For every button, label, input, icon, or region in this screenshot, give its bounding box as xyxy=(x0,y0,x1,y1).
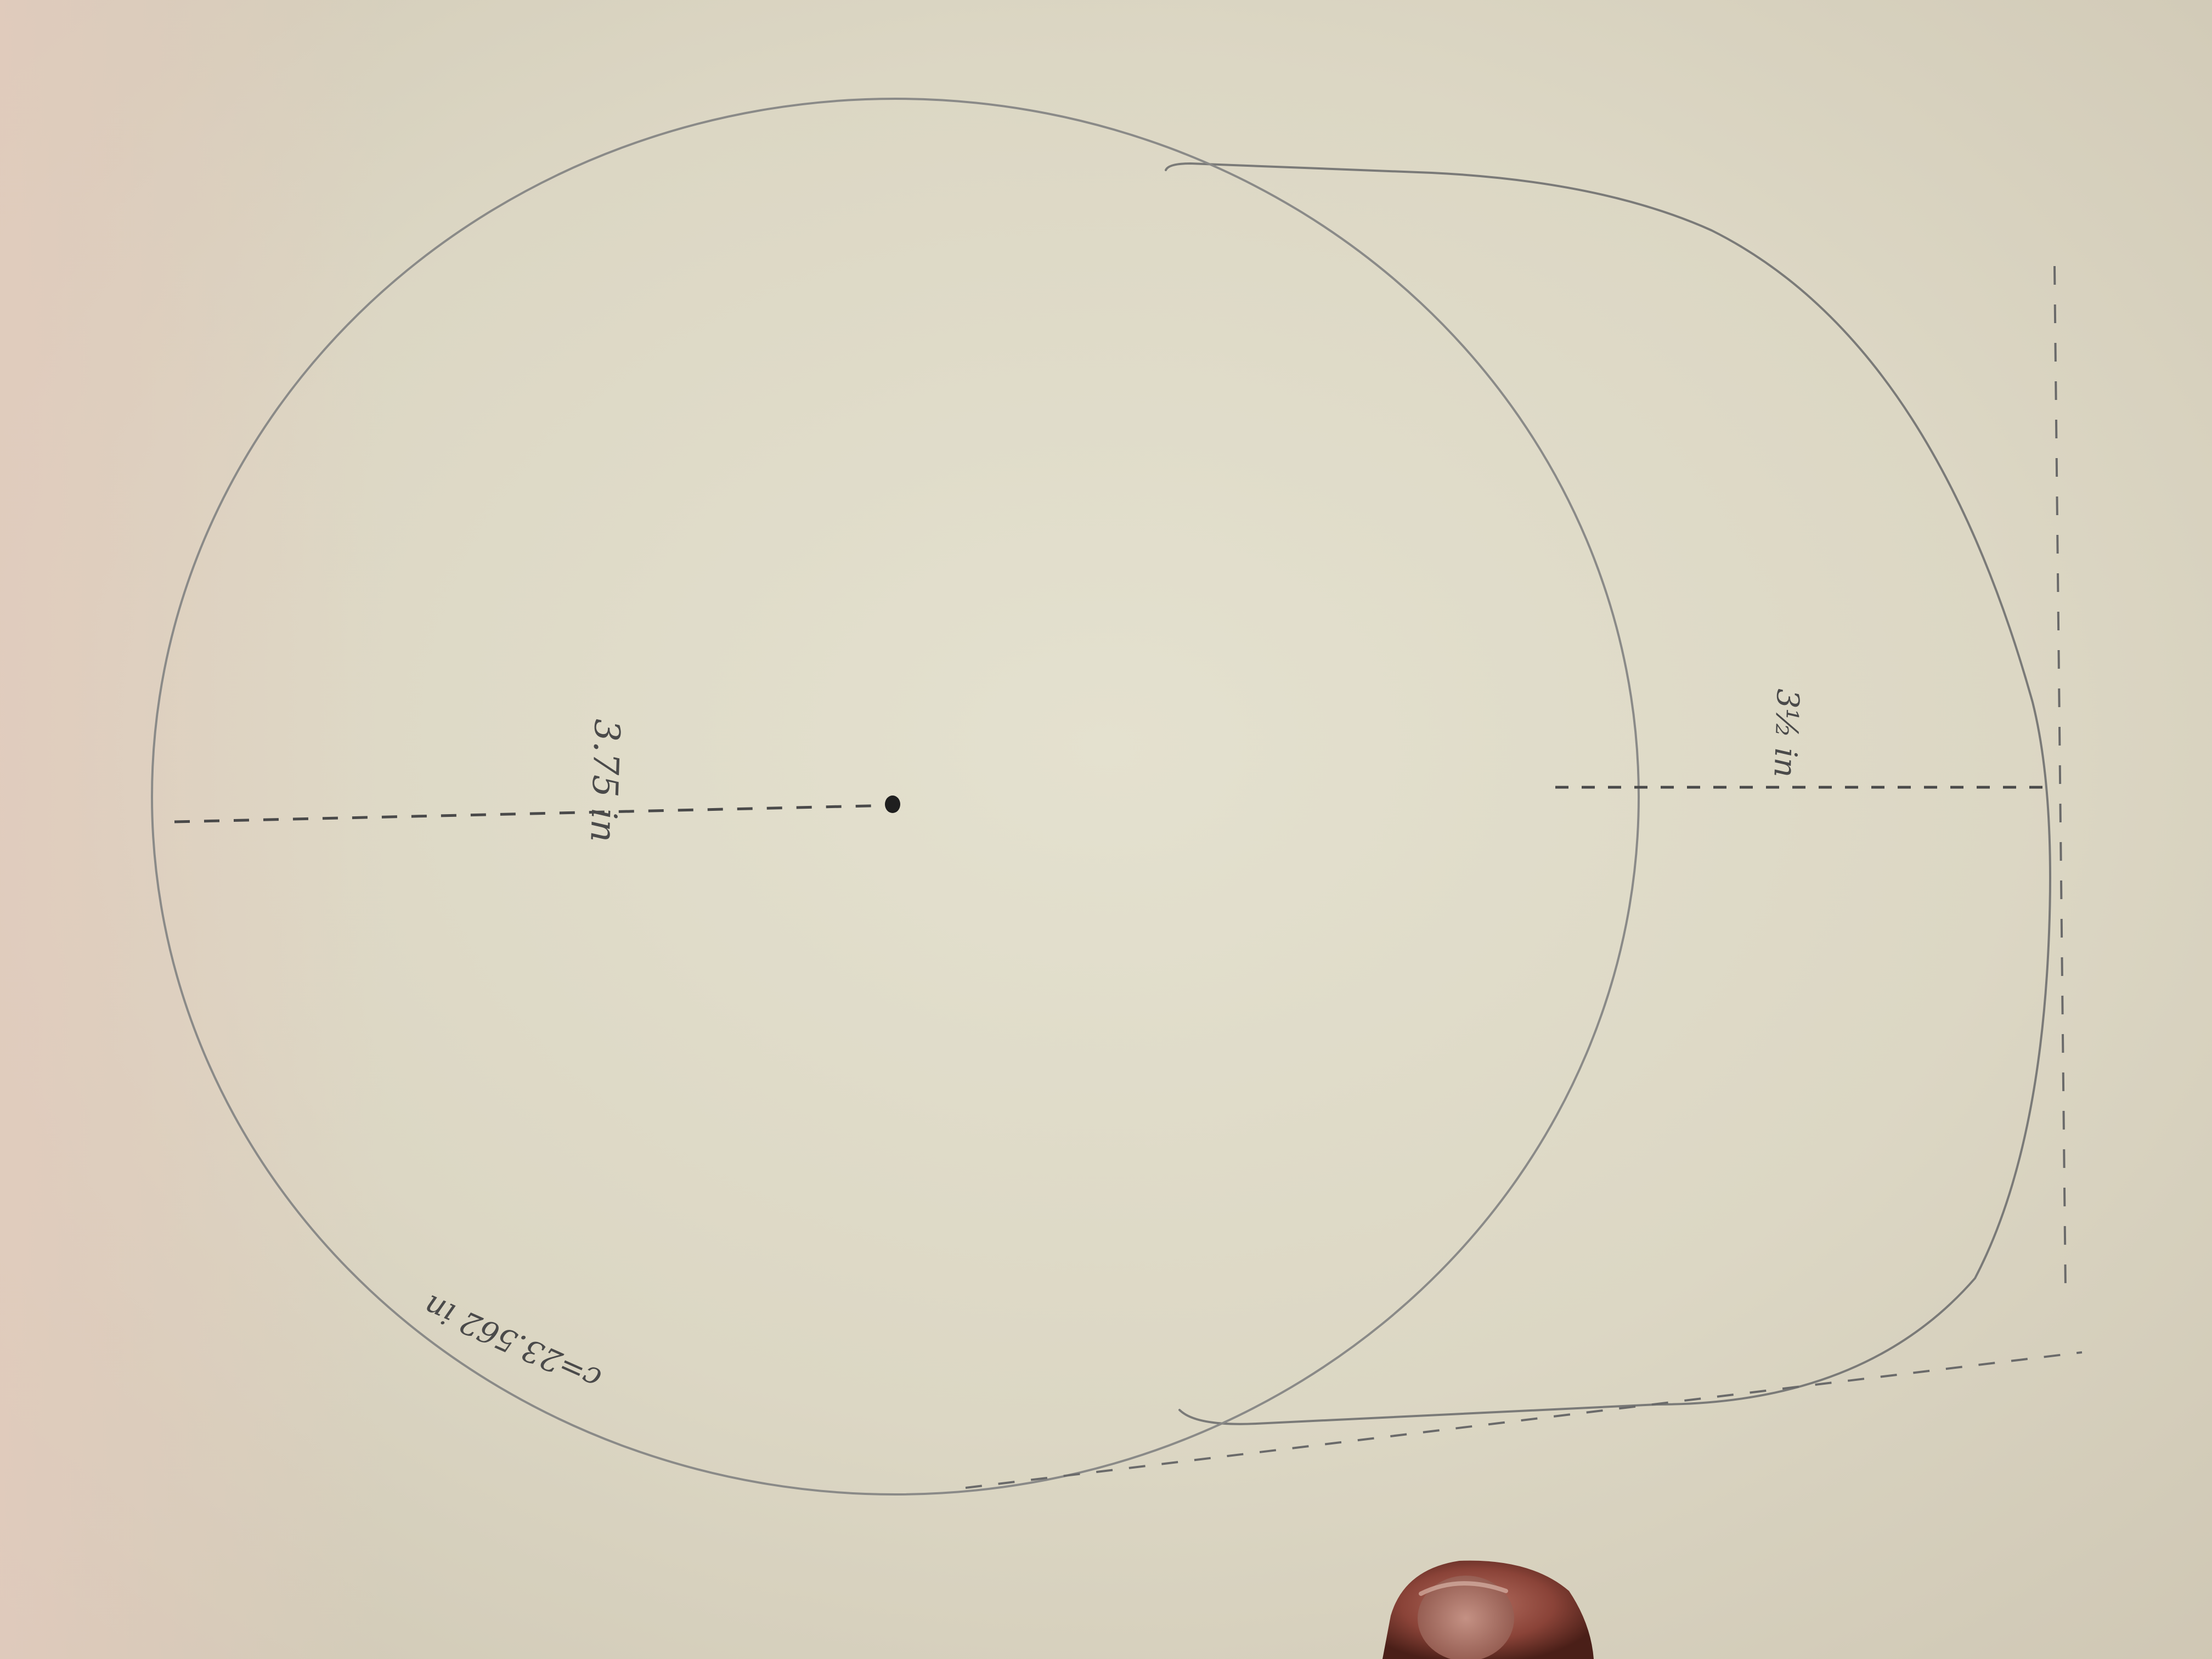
brim-depth-label: 3½ in xyxy=(1767,689,1805,778)
thumb xyxy=(1383,1560,1594,1659)
thumbnail xyxy=(1418,1576,1514,1659)
bottom-dashed-line xyxy=(965,1351,2083,1489)
crown-circle xyxy=(151,98,1640,1496)
tangent-dashed-line xyxy=(2053,266,2067,1290)
paper-warm-edge xyxy=(0,0,384,1659)
center-point xyxy=(885,795,900,813)
radius-dashed-line xyxy=(174,804,892,823)
radius-label: 3.75 in xyxy=(582,718,627,843)
brim-outline xyxy=(1165,162,2051,1425)
